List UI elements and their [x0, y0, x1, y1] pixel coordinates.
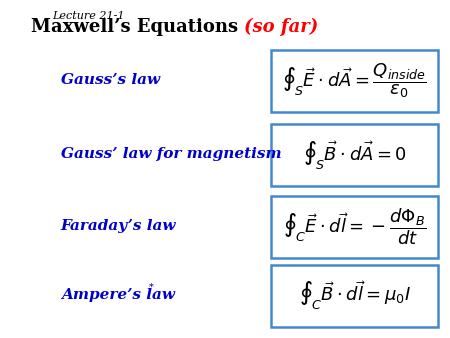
FancyBboxPatch shape: [271, 265, 438, 327]
Text: Faraday’s law: Faraday’s law: [61, 219, 176, 233]
FancyBboxPatch shape: [271, 50, 438, 112]
Text: (so far): (so far): [244, 18, 319, 37]
FancyBboxPatch shape: [271, 124, 438, 186]
Text: $\oint_C \vec{E} \cdot d\vec{l} = -\dfrac{d\Phi_B}{dt}$: $\oint_C \vec{E} \cdot d\vec{l} = -\dfra…: [283, 207, 427, 247]
Text: Lecture 21-1: Lecture 21-1: [53, 11, 125, 21]
Text: *: *: [148, 283, 153, 291]
Text: Ampere’s law: Ampere’s law: [61, 288, 175, 302]
Text: Gauss’s law: Gauss’s law: [61, 73, 160, 87]
Text: $\oint_S \vec{E} \cdot d\vec{A} = \dfrac{Q_{inside}}{\varepsilon_0}$: $\oint_S \vec{E} \cdot d\vec{A} = \dfrac…: [282, 62, 427, 100]
Text: $\oint_C \vec{B} \cdot d\vec{l} = \mu_0 I$: $\oint_C \vec{B} \cdot d\vec{l} = \mu_0 …: [299, 279, 411, 312]
Text: Gauss’ law for magnetism: Gauss’ law for magnetism: [61, 147, 281, 161]
Text: $\oint_S \vec{B} \cdot d\vec{A} = 0$: $\oint_S \vec{B} \cdot d\vec{A} = 0$: [303, 139, 407, 171]
FancyBboxPatch shape: [271, 196, 438, 258]
Text: Maxwell’s Equations: Maxwell’s Equations: [31, 18, 244, 36]
